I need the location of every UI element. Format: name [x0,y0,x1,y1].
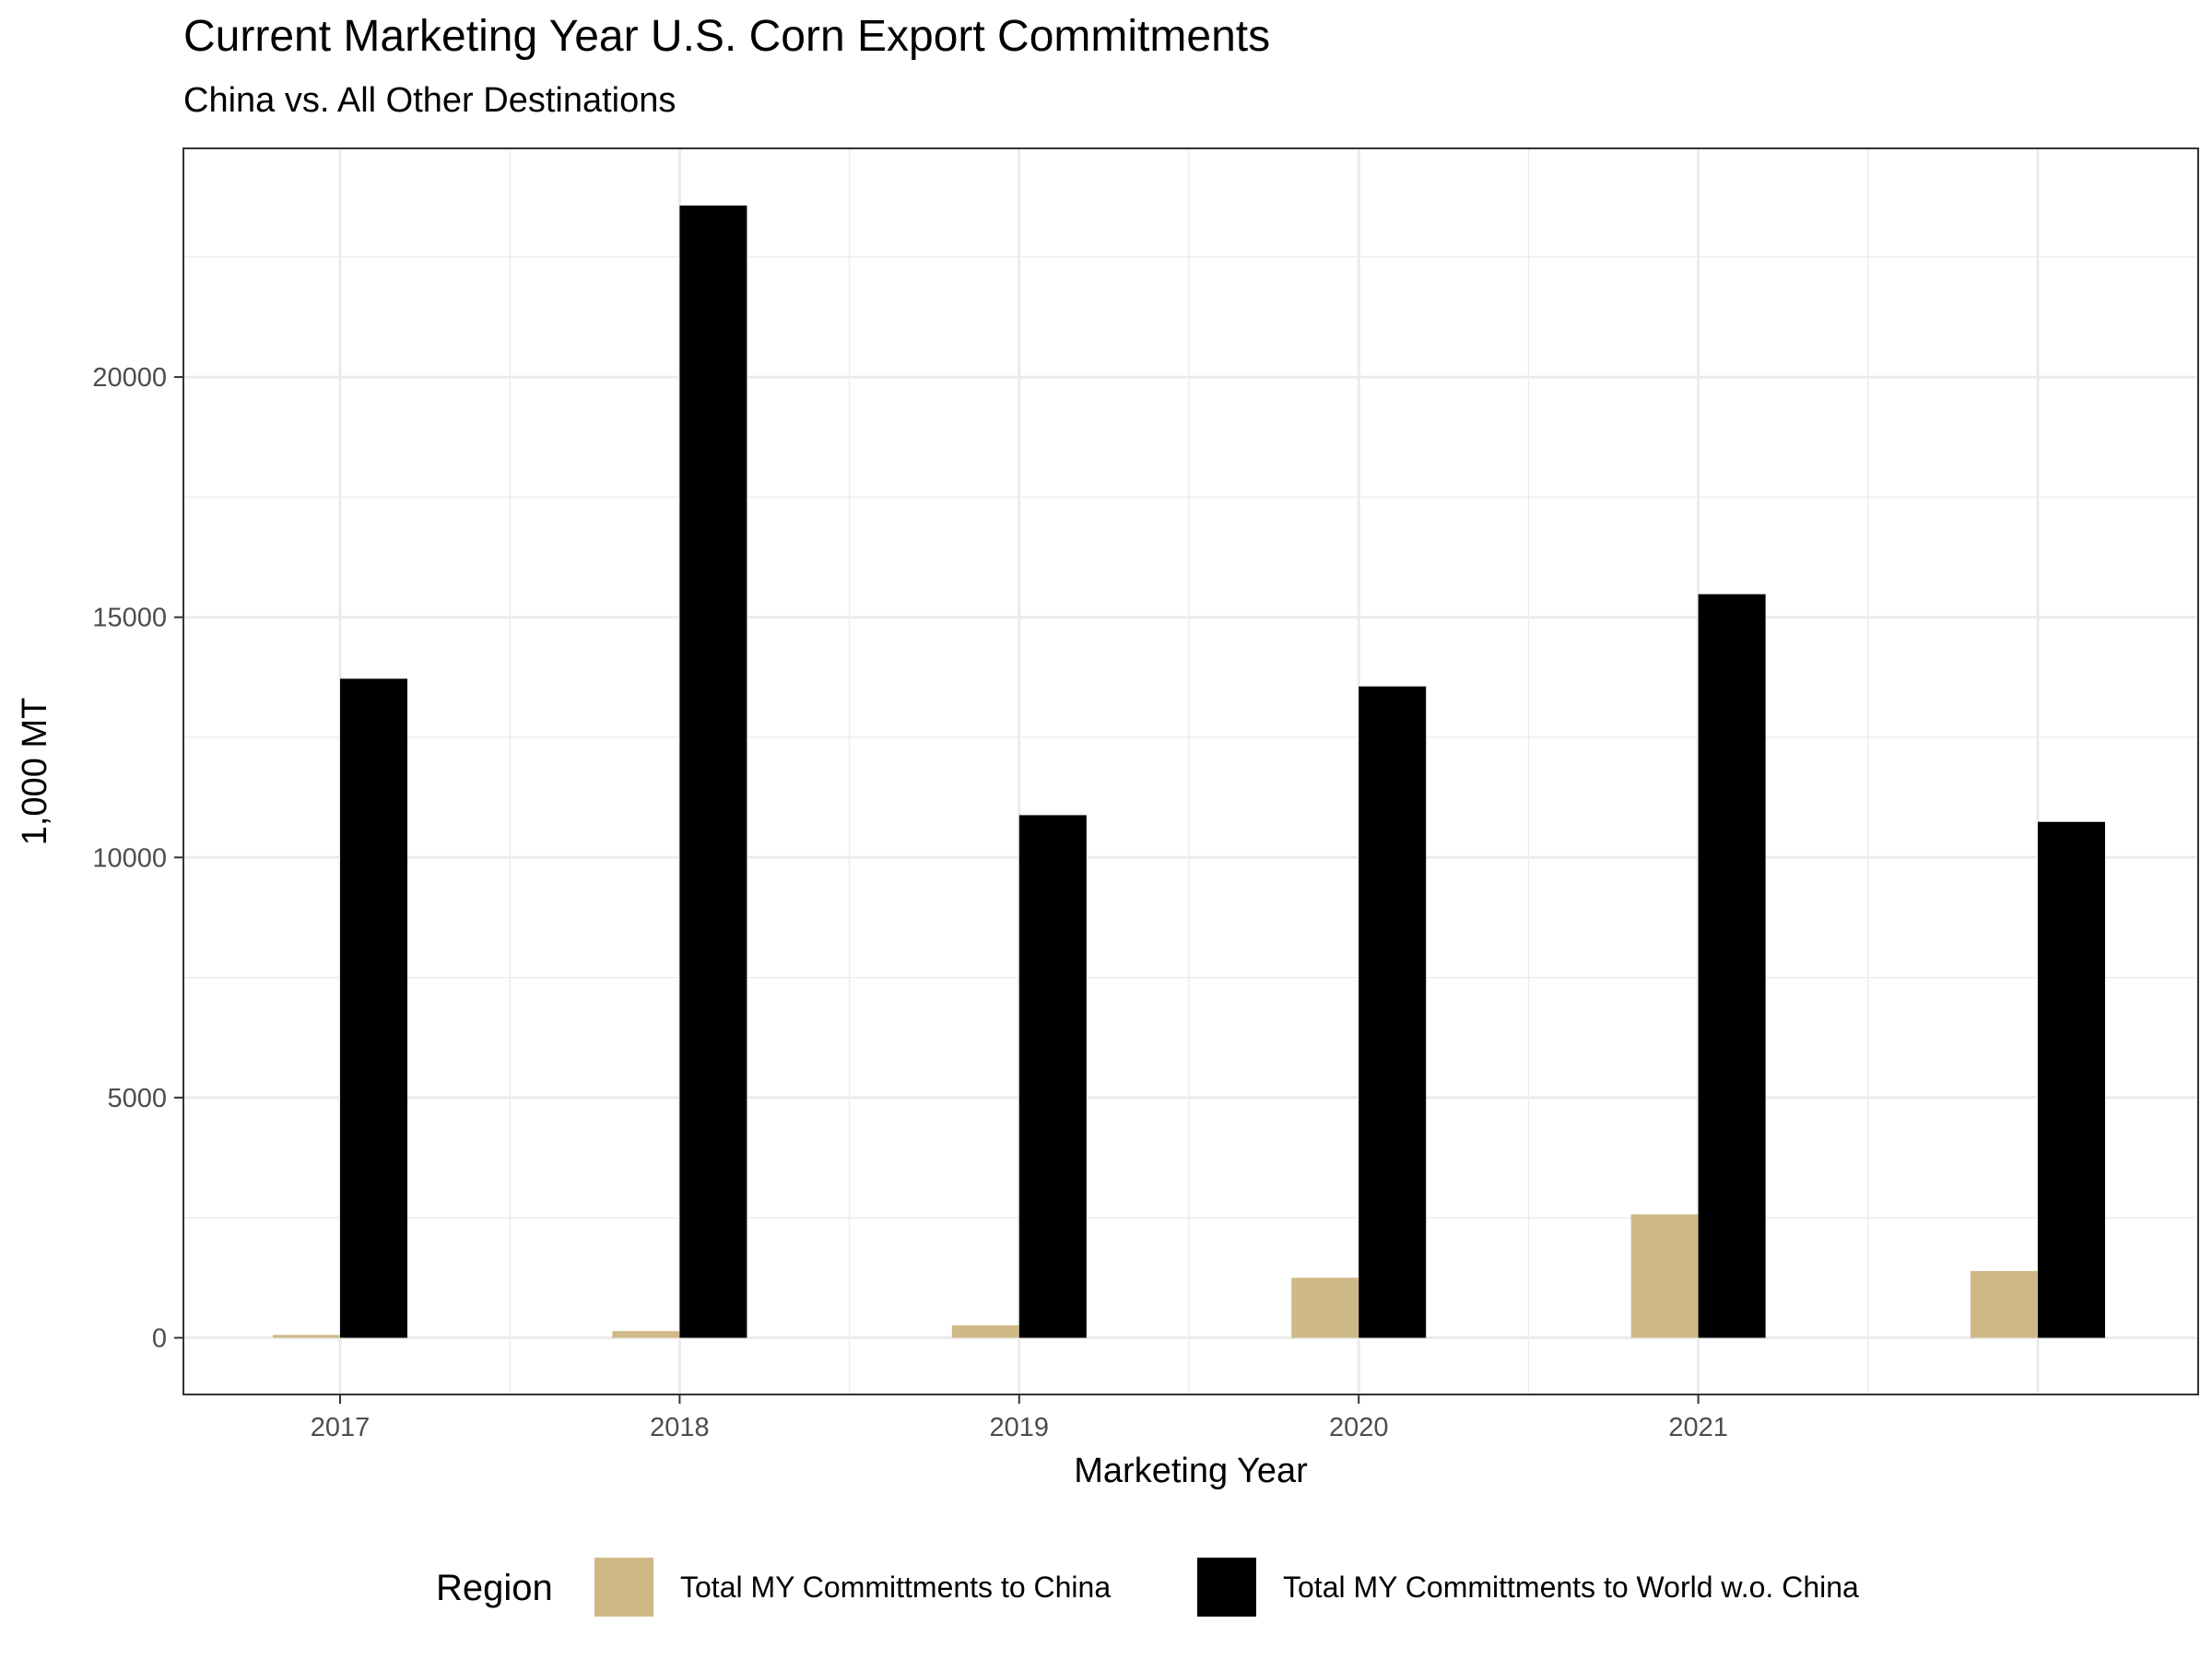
legend-label-world: Total MY Committments to World w.o. Chin… [1283,1571,1859,1604]
y-tick-label: 0 [152,1324,167,1353]
bar-world-wo-china [1698,594,1766,1338]
bar-china [612,1331,680,1338]
bar-world-wo-china [1359,686,1427,1338]
bar-world-wo-china [340,678,407,1338]
y-tick-label: 5000 [107,1084,167,1113]
legend: Region Total MY Committments to China To… [436,1558,1859,1617]
panel-border [182,147,2199,1395]
x-axis-title: Marketing Year [1074,1452,1308,1490]
bars-layer [273,206,2105,1338]
bar-world-wo-china [2038,821,2105,1338]
y-tick-label: 15000 [92,604,167,633]
y-tick-label: 10000 [92,843,167,873]
x-tick-label: 2020 [1329,1413,1389,1442]
bar-china [1971,1271,2038,1338]
bar-china [1630,1214,1699,1338]
x-tick-label: 2021 [1668,1413,1728,1442]
x-tick-label: 2017 [311,1413,371,1442]
axis-layer: 0 5000 10000 15000 20000 2017 2018 2019 2020 2021 [92,363,1728,1442]
chart-subtitle: China vs. All Other Destinations [183,81,677,120]
chart-title: Current Marketing Year U.S. Corn Export … [183,12,1271,61]
y-axis-title: 1,000 MT [16,698,54,846]
bar-china [273,1335,340,1338]
legend-title: Region [436,1568,553,1608]
x-tick-label: 2019 [990,1413,1050,1442]
bar-china [1291,1277,1359,1338]
grid-layer [183,148,2198,1394]
bar-world-wo-china [679,206,747,1338]
legend-key-china [594,1558,653,1617]
bar-china [951,1324,1019,1338]
y-tick-label: 20000 [92,363,167,393]
bar-world-wo-china [1018,815,1087,1338]
legend-label-china: Total MY Committments to China [680,1571,1111,1604]
legend-key-world [1197,1558,1256,1617]
x-tick-label: 2018 [650,1413,710,1442]
